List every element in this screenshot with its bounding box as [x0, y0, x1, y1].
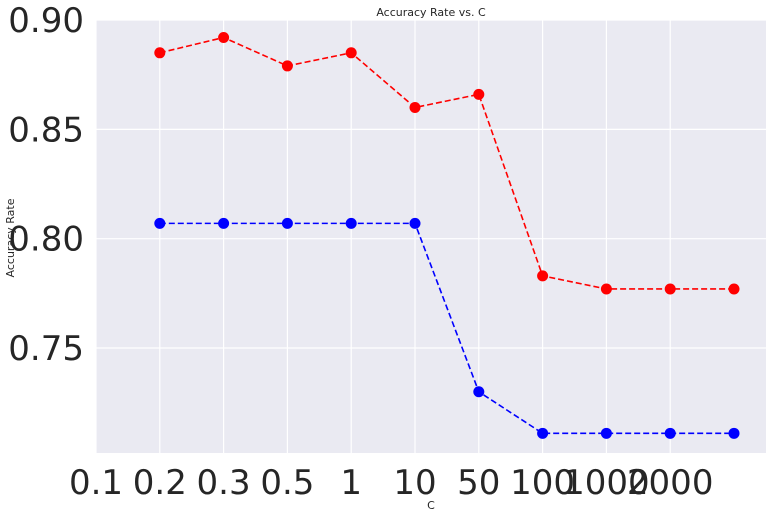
data-point: [473, 88, 485, 100]
x-tick-label: 10: [393, 463, 436, 503]
data-point: [281, 60, 293, 72]
data-point: [537, 427, 549, 439]
x-tick-label: 1: [340, 463, 362, 503]
x-tick-label: 2000: [627, 463, 714, 503]
y-tick-labels: 0.75 0.80 0.85 0.90: [8, 1, 84, 369]
series-layer: [154, 31, 740, 439]
data-point: [600, 283, 612, 295]
x-tick-label: 0.2: [133, 463, 187, 503]
y-tick-label: 0.90: [8, 1, 84, 41]
x-tick-label: 0.5: [260, 463, 314, 503]
data-point: [537, 270, 549, 282]
grid-lines: [95, 19, 766, 453]
y-tick-label: 0.85: [8, 110, 84, 150]
data-point: [154, 217, 166, 229]
x-tick-label: 100: [510, 463, 575, 503]
plot-area: [96, 20, 766, 453]
y-tick-label: 0.75: [8, 329, 84, 369]
data-point: [409, 101, 421, 113]
x-tick-label: 1000: [563, 463, 650, 503]
x-tick-label: 0.1: [69, 463, 123, 503]
y-tick-label: 0.80: [8, 220, 84, 260]
x-tick-label: 0.3: [197, 463, 251, 503]
x-tick-label: 50: [457, 463, 500, 503]
x-axis-label: C: [427, 499, 435, 512]
data-point: [345, 47, 357, 59]
data-point: [281, 217, 293, 229]
data-point: [664, 427, 676, 439]
data-point: [218, 31, 230, 43]
data-point: [728, 283, 740, 295]
series-line-1: [159, 36, 734, 290]
chart-title: Accuracy Rate vs. C: [376, 6, 486, 19]
data-point: [154, 47, 166, 59]
data-point: [664, 283, 676, 295]
data-point: [600, 427, 612, 439]
series-line-2: [159, 222, 734, 435]
data-point: [728, 427, 740, 439]
y-axis-label: Accuracy Rate: [4, 198, 17, 277]
data-point: [345, 217, 357, 229]
data-point: [473, 386, 485, 398]
data-point: [218, 217, 230, 229]
data-point: [409, 217, 421, 229]
